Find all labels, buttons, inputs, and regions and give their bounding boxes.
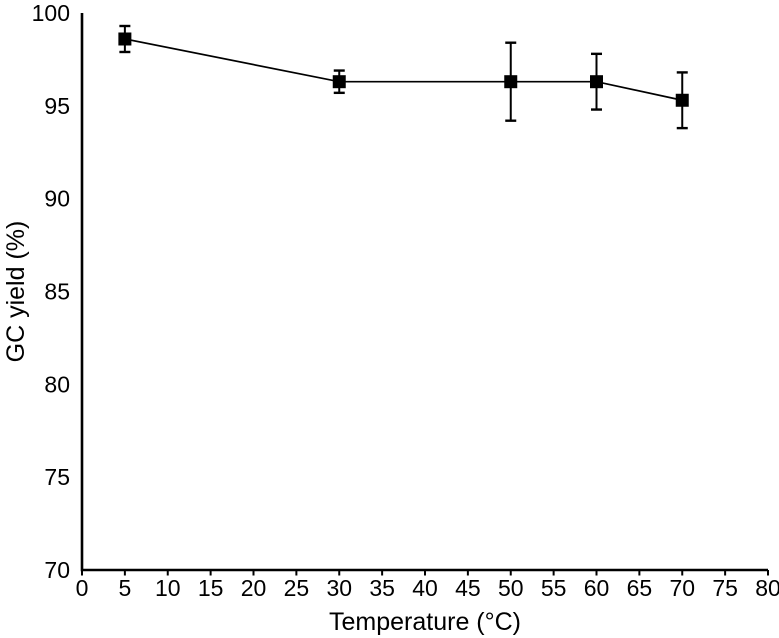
y-axis-title: GC yield (%): [2, 221, 30, 363]
data-point-marker: [118, 32, 132, 46]
x-axis-tick-label: 30: [326, 575, 352, 601]
y-axis-tick-label: 85: [44, 279, 70, 305]
y-axis-tick-label: 100: [32, 0, 70, 26]
x-axis-tick-label: 10: [155, 575, 181, 601]
x-axis-tick-label: 5: [118, 575, 131, 601]
x-axis: 0 5 10 15 20 25 30 35 40 45 50 55 60 65 70 75 80 Temperat…: [76, 570, 779, 636]
y-axis-tick-label: 80: [44, 371, 70, 397]
x-axis-tick-label: 25: [284, 575, 310, 601]
y-axis-tick-label: 70: [44, 557, 70, 583]
data-line: [124, 38, 683, 102]
x-axis-tick-label: 0: [76, 575, 89, 601]
x-axis-tick-label: 20: [241, 575, 267, 601]
x-axis-tick-label: 80: [755, 575, 779, 601]
x-axis-title: Temperature (°C): [329, 608, 521, 636]
x-axis-tick-label: 40: [412, 575, 438, 601]
y-axis-tick-label: 95: [44, 93, 70, 119]
y-axis: 70 75 80 85 90 95 100 GC yield (%): [2, 0, 70, 583]
x-axis-tick-label: 15: [198, 575, 224, 601]
data-point-marker: [332, 75, 346, 89]
data-point-marker: [675, 93, 689, 107]
x-axis-tick-label: 45: [455, 575, 481, 601]
x-axis-tick-label: 70: [669, 575, 695, 601]
x-axis-tick-label: 55: [541, 575, 567, 601]
x-axis-tick-label: 50: [498, 575, 524, 601]
data-point-marker: [504, 75, 518, 89]
x-axis-tick-label: 65: [627, 575, 653, 601]
x-axis-tick-label: 75: [712, 575, 738, 601]
y-axis-tick-label: 90: [44, 186, 70, 212]
data-point-marker: [590, 75, 603, 89]
y-axis-tick-label: 75: [44, 464, 70, 490]
x-axis-tick-label: 60: [584, 575, 610, 601]
data-series: [118, 24, 689, 130]
x-axis-tick-label: 35: [369, 575, 395, 601]
